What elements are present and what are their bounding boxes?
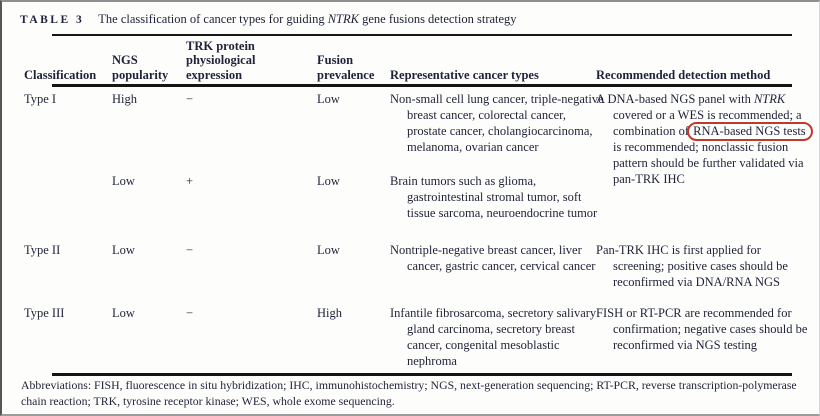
caption-text-pre: The classification of cancer types for g… — [98, 12, 328, 26]
cell-type3-trk-expression: − — [186, 306, 194, 320]
gene-name-method: NTRK — [753, 92, 786, 106]
header-divider — [52, 84, 792, 87]
column-header-cancer-types: Representative cancer types — [390, 67, 539, 82]
column-header-ngs-popularity: NGS popularity — [112, 53, 169, 82]
column-header-trk-expression: TRK protein physiological expression — [186, 38, 256, 82]
title-divider — [52, 34, 792, 36]
abbreviations-footnote: Abbreviations: FISH, fluorescence in sit… — [21, 378, 797, 408]
cell-type1b-cancer-types: Brain tumors such as glioma, gastrointes… — [390, 174, 598, 220]
cell-type2-detection-method: Pan-TRK IHC is first applied for screeni… — [596, 243, 788, 289]
table-title: TABLE 3 The classification of cancer type… — [20, 12, 800, 27]
cell-type1-classification: Type I — [24, 92, 57, 106]
cell-type2-classification: Type II — [24, 243, 61, 257]
cell-type2-fusion-prevalence: Low — [317, 243, 340, 257]
cell-type3-fusion-prevalence: High — [317, 306, 342, 320]
cell-type2-cancer-types: Nontriple-negative breast cancer, liver … — [390, 243, 596, 273]
gene-name-caption: NTRK — [327, 12, 359, 26]
column-header-fusion-prevalence: Fusion prevalence — [317, 53, 375, 82]
method-text-post: is recommended; nonclassic fusion patter… — [613, 140, 804, 186]
cell-type1-cancer-types: Non-small cell lung cancer, triple-negat… — [390, 92, 604, 154]
cell-type1-ngs-popularity: High — [112, 92, 137, 106]
table-header: Classification NGS popularity TRK protei… — [2, 36, 819, 84]
table-number: TABLE 3 — [20, 14, 85, 26]
cell-type3-ngs-popularity: Low — [112, 306, 135, 320]
method-text-mid: covered or a WES is recommended; a combi… — [613, 108, 802, 138]
column-header-detection-method: Recommended detection method — [596, 67, 771, 82]
column-header-classification: Classification — [24, 67, 97, 82]
cell-type1b-fusion-prevalence: Low — [317, 174, 340, 188]
cell-type1-fusion-prevalence: Low — [317, 92, 340, 106]
cell-type3-cancer-types: Infantile fibrosarcoma, secretory saliva… — [390, 306, 597, 368]
cell-type2-ngs-popularity: Low — [112, 243, 135, 257]
method-text-pre: A DNA-based NGS panel with — [596, 92, 754, 106]
cell-type1b-trk-expression: + — [186, 174, 194, 188]
cell-type3-classification: Type III — [24, 306, 65, 320]
red-oval-annotation: RNA-based NGS tests — [687, 122, 813, 141]
cell-type1b-ngs-popularity: Low — [112, 174, 135, 188]
caption-text-post: gene fusions detection strategy — [358, 12, 517, 26]
cell-type2-trk-expression: − — [186, 243, 194, 257]
cell-type1-trk-expression: − — [186, 92, 194, 106]
cell-type1-detection-method: A DNA-based NGS panel with NTRK covered … — [596, 91, 814, 187]
table-bottom-divider — [52, 373, 792, 376]
cell-type3-detection-method: FISH or RT-PCR are recommended for confi… — [596, 306, 808, 352]
